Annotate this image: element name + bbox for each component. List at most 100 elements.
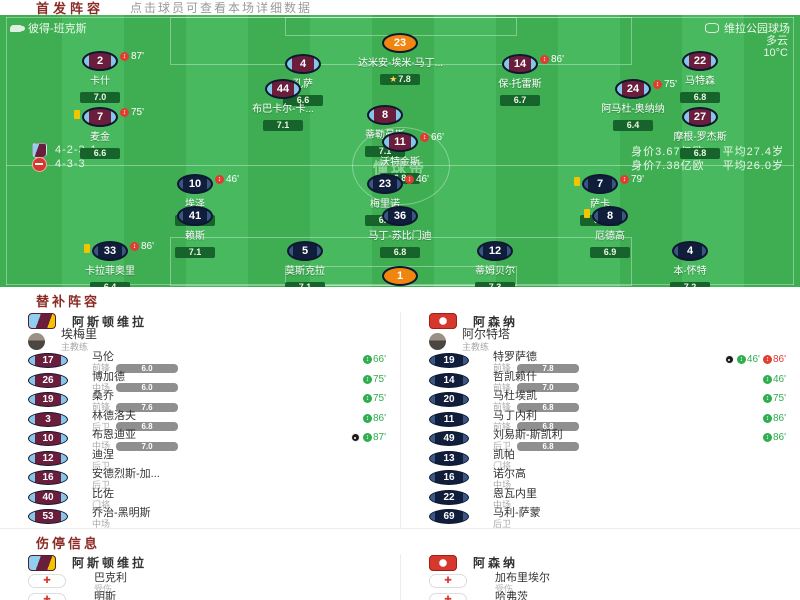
sub-player-row[interactable]: 19 特罗萨德 前锋 7.8 ↕ 46' ↕ 86': [429, 352, 790, 373]
injury-player-row[interactable]: ✚ 加布里埃尔 受伤: [429, 572, 790, 594]
pitch-player[interactable]: 2 ↕ 87' 卡什 7.0: [58, 51, 144, 105]
coach-role: 主教练: [462, 342, 490, 352]
injury-player-info: 加布里埃尔 受伤: [495, 572, 550, 594]
player-name: 麦金: [90, 132, 110, 143]
sub-player-number: 53: [42, 511, 54, 522]
player-rating: 7.3: [475, 282, 515, 287]
sub-player-row[interactable]: 12 迪涅 后卫: [28, 449, 390, 471]
pitch-player[interactable]: 24 ↕ 75' 阿马杜-奥纳纳 6.4: [591, 79, 677, 133]
sub-player-meta: 后卫: [493, 519, 541, 529]
sub-out-icon: ↕: [762, 355, 772, 364]
sub-player-number: 20: [443, 394, 455, 405]
player-number: 27: [693, 111, 707, 123]
sub-player-row[interactable]: 40 比佐 门将: [28, 488, 390, 510]
sub-player-name: 诺尔高: [493, 468, 526, 480]
sub-player-meta: 前锋 7.0: [493, 383, 580, 393]
sub-player-row[interactable]: 16 诺尔高 中场: [429, 468, 790, 490]
pitch-player[interactable]: 36 马丁-苏比门迪 6.8: [358, 206, 442, 260]
sub-player-number: 19: [443, 355, 455, 366]
player-status-icons: ↕ 86': [130, 241, 154, 252]
coach-row[interactable]: 埃梅里 主教练: [28, 328, 390, 352]
player-number: 1: [396, 270, 404, 282]
sub-player-shirt: 22: [429, 489, 469, 505]
sub-player-name: 哲凯赖什: [493, 370, 537, 383]
team-name: 阿斯顿维拉: [72, 556, 148, 570]
sub-player-row[interactable]: 14 哲凯赖什 前锋 7.0 ↕ 46': [429, 370, 790, 393]
coach-photo: [429, 332, 446, 350]
coach-row[interactable]: 阿尔特塔 主教练: [429, 328, 790, 352]
sub-player-row[interactable]: 19 桑乔 前锋 7.6 ↕ 75': [28, 391, 390, 412]
sub-player-row[interactable]: 3 林德洛夫 后卫 6.8 ↕ 86': [28, 410, 390, 432]
player-rating: 6.7: [500, 95, 540, 106]
sub-player-row[interactable]: 49 刘易斯-斯凯利 后卫 6.8 ↕ 86': [429, 430, 790, 451]
sub-out-icon: ↕: [540, 55, 549, 64]
sub-player-shirt: 26: [28, 372, 68, 388]
pitch-player[interactable]: 23 达米安-埃米-马丁... ★7.8: [358, 33, 443, 87]
sub-player-row[interactable]: 69 马利-萨蒙 后卫: [429, 508, 790, 529]
player-status-icons: ↕ 46': [405, 174, 429, 185]
sub-player-rating: 6.0: [116, 383, 179, 392]
player-rating: 7.0: [80, 92, 120, 103]
pitch-player[interactable]: 8 厄德高 6.9: [568, 206, 652, 260]
player-name: 马丁-苏比门迪: [368, 231, 432, 242]
sub-player-rating: 6.8: [517, 402, 580, 412]
coach-role: 主教练: [61, 342, 89, 352]
injury-player-row[interactable]: ✚ 哈弗茨受伤: [429, 590, 790, 600]
player-shirt: 10: [177, 174, 213, 194]
player-shirt: 33: [92, 241, 128, 261]
pitch-player[interactable]: 4 孔萨 6.6: [261, 54, 345, 108]
sub-player-meta: 后卫: [92, 461, 114, 471]
sub-player-row[interactable]: 16 安德烈斯-加... 后卫: [28, 469, 390, 490]
pitch-player[interactable]: 12 蒂姆贝尔 7.3: [453, 241, 537, 287]
sub-player-row[interactable]: 22 恩瓦内里 中场: [429, 487, 790, 510]
sub-in-event: ↕ 46': [736, 354, 760, 365]
penalty-box-top: [170, 17, 632, 65]
pitch-player[interactable]: 22 马特森 6.8: [658, 51, 742, 105]
sub-player-rating: 6.8: [116, 422, 179, 431]
sub-player-row[interactable]: 11 马丁内利 前锋 6.8 ↕ 86': [429, 410, 790, 432]
pitch-player[interactable]: 5 莫斯克拉 7.1: [263, 241, 347, 287]
sub-player-row[interactable]: 13 凯帕 门将: [429, 449, 790, 471]
injury-player-row[interactable]: ✚ 明斯受伤: [28, 591, 390, 600]
sub-player-info: 迪涅 后卫: [92, 449, 114, 471]
sub-player-row[interactable]: 17 马伦 前锋 6.0 ↕ 66': [28, 352, 390, 373]
sub-player-row[interactable]: 53 乔治-黑明斯 中场: [28, 508, 390, 529]
sub-player-shirt: 16: [28, 470, 68, 485]
sub-player-row[interactable]: 20 马杜埃凯 前锋 6.8 ↕ 75': [429, 391, 790, 412]
subs-section-title: 替补阵容: [36, 294, 101, 309]
injury-player-row[interactable]: ✚ 巴克利 受伤: [28, 572, 390, 594]
player-shirt: 2: [82, 51, 118, 71]
sub-player-row[interactable]: 10 布恩迪亚 中场 7.0 ↕ 87': [28, 430, 390, 451]
sub-player-meta: 中场 6.0: [92, 383, 179, 393]
sub-out-icon: ↕: [120, 52, 129, 61]
player-rating: 7.1: [285, 282, 325, 287]
pitch: 懂球帝 彼得-班克斯 维拉公园球场 多云 10°C 4-2-3-1 4-3-3 …: [0, 15, 800, 287]
sub-event-icons: ↕ 46' ↕ 86': [724, 354, 786, 365]
pitch-player[interactable]: 41 赖斯 7.1: [153, 206, 237, 260]
pitch-player[interactable]: 1戴维-拉亚6.3: [358, 266, 442, 287]
pitch-player[interactable]: 4 本-怀特 7.2: [648, 241, 732, 287]
player-rating: 6.4: [90, 282, 130, 287]
sub-player-row[interactable]: 26 博加德 中场 6.0 ↕ 75': [28, 371, 390, 393]
player-name: 埃泽: [185, 199, 205, 210]
player-shirt: 44: [265, 79, 301, 99]
pitch-player[interactable]: 27 摩根-罗杰斯 6.8: [658, 107, 742, 161]
pitch-player[interactable]: 44 布巴卡尔-卡... 7.1: [241, 79, 325, 133]
sub-player-meta: 中场: [92, 519, 151, 529]
sub-player-number: 69: [443, 511, 455, 522]
pitch-player[interactable]: 14 ↕ 86' 保-托雷斯 6.7: [478, 54, 564, 108]
sub-player-info: 哲凯赖什 前锋 7.0: [493, 370, 580, 393]
pitch-left-line: [6, 17, 7, 285]
player-status-icons: ↕ 75': [653, 79, 677, 90]
player-name: 保-托雷斯: [498, 79, 542, 90]
subs-columns: 阿斯顿维拉 埃梅里 主教练 17 马伦 前锋 6.0 ↕ 66' 26 博加德 中场 6.0 ↕ 75' 19…: [0, 312, 800, 529]
sub-player-position: 中场: [493, 480, 512, 490]
pitch-player[interactable]: 33 ↕ 86' 卡拉菲奥里 6.4: [68, 241, 154, 287]
player-rating: 6.9: [590, 247, 630, 258]
player-rating: 7.1: [175, 247, 215, 258]
player-rating: 6.4: [613, 120, 653, 131]
player-number: 23: [393, 37, 407, 49]
sub-player-name: 恩瓦内里: [493, 487, 537, 500]
injury-player-name: 哈弗茨: [495, 590, 528, 600]
pitch-player[interactable]: 7 ↕ 75' 麦金 6.6: [58, 107, 144, 161]
